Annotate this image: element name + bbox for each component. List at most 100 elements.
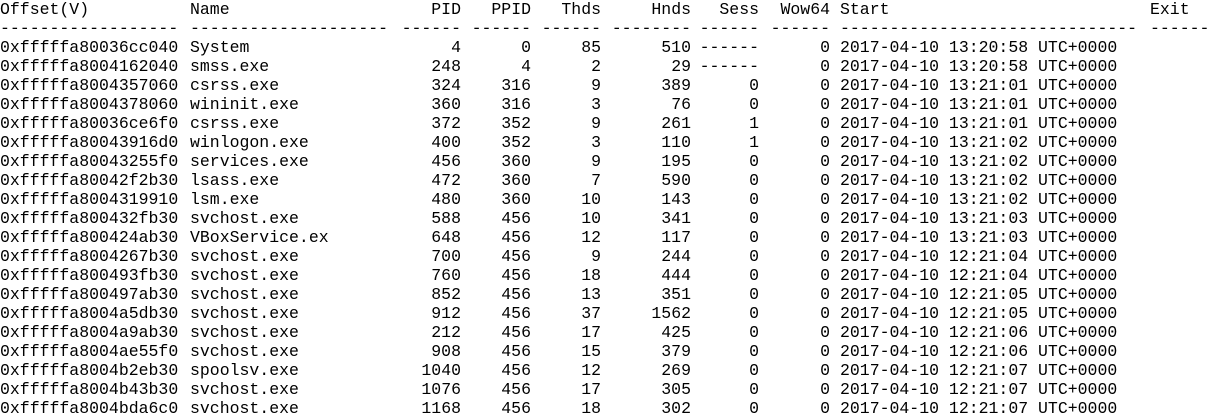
separator-start: ------------------------------: [840, 19, 1138, 38]
cell-offset: 0xfffffa800432fb30: [0, 209, 179, 228]
cell-wow64: 0: [820, 95, 830, 114]
cell-name: wininit.exe: [190, 95, 299, 114]
cell-offset: 0xfffffa8004319910: [0, 190, 179, 209]
cell-wow64: 0: [820, 380, 830, 399]
cell-pid: 4: [451, 38, 461, 57]
cell-ppid: 360: [501, 190, 531, 209]
cell-wow64: 0: [820, 399, 830, 417]
cell-pid: 360: [431, 95, 461, 114]
table-row: 0xfffffa8004378060 wininit.exe 360 316 3 76 0 0…: [0, 95, 1209, 114]
cell-thds: 10: [581, 209, 601, 228]
cell-ppid: 4: [521, 57, 531, 76]
cell-ppid: 456: [501, 304, 531, 323]
cell-start: 2017-04-10 13:20:58 UTC+0000: [840, 38, 1118, 57]
table-row: 0xfffffa8004b43b30 svchost.exe 1076 456 17 30…: [0, 380, 1209, 399]
cell-name: svchost.exe: [190, 399, 299, 417]
cell-ppid: 456: [501, 228, 531, 247]
cell-hnds: 379: [661, 342, 691, 361]
cell-ppid: 456: [501, 342, 531, 361]
cell-sess: 0: [749, 190, 759, 209]
cell-name: svchost.exe: [190, 285, 299, 304]
cell-hnds: 389: [661, 76, 691, 95]
header-pid: PID: [431, 0, 461, 19]
cell-name: svchost.exe: [190, 323, 299, 342]
cell-sess: 0: [749, 247, 759, 266]
table-header: Offset(V) Name PID PPID Thds Hnds Sess W…: [0, 0, 1209, 19]
table-row: 0xfffffa8004a5db30 svchost.exe 912 456 37 156…: [0, 304, 1209, 323]
cell-sess: 0: [749, 399, 759, 417]
cell-wow64: 0: [820, 190, 830, 209]
table-row: 0xfffffa8004b2eb30 spoolsv.exe 1040 456 12 26…: [0, 361, 1209, 380]
cell-thds: 15: [581, 342, 601, 361]
cell-thds: 9: [591, 76, 601, 95]
cell-start: 2017-04-10 13:21:01 UTC+0000: [840, 95, 1118, 114]
cell-thds: 12: [581, 228, 601, 247]
cell-pid: 456: [431, 152, 461, 171]
cell-ppid: 352: [501, 133, 531, 152]
cell-sess: 0: [749, 266, 759, 285]
separator-ppid: ------: [471, 19, 531, 38]
cell-wow64: 0: [820, 304, 830, 323]
cell-wow64: 0: [820, 323, 830, 342]
table-row: 0xfffffa8004357060 csrss.exe 324 316 9 389 0 0 2…: [0, 76, 1209, 95]
cell-pid: 1040: [421, 361, 461, 380]
cell-hnds: 351: [661, 285, 691, 304]
cell-pid: 700: [431, 247, 461, 266]
cell-ppid: 456: [501, 247, 531, 266]
cell-sess: 0: [749, 152, 759, 171]
cell-name: svchost.exe: [190, 247, 299, 266]
cell-pid: 248: [431, 57, 461, 76]
cell-ppid: 456: [501, 285, 531, 304]
cell-wow64: 0: [820, 38, 830, 57]
cell-start: 2017-04-10 13:21:02 UTC+0000: [840, 133, 1118, 152]
cell-thds: 37: [581, 304, 601, 323]
header-wow64: Wow64: [780, 0, 830, 19]
cell-thds: 18: [581, 399, 601, 417]
cell-wow64: 0: [820, 114, 830, 133]
cell-ppid: 316: [501, 95, 531, 114]
cell-start: 2017-04-10 12:21:07 UTC+0000: [840, 361, 1118, 380]
cell-hnds: 261: [661, 114, 691, 133]
cell-start: 2017-04-10 13:21:01 UTC+0000: [840, 114, 1118, 133]
header-ppid: PPID: [491, 0, 531, 19]
cell-pid: 648: [431, 228, 461, 247]
cell-offset: 0xfffffa8004ae55f0: [0, 342, 179, 361]
cell-name: System: [190, 38, 250, 57]
cell-offset: 0xfffffa8004378060: [0, 95, 179, 114]
cell-thds: 12: [581, 361, 601, 380]
cell-thds: 17: [581, 380, 601, 399]
cell-thds: 7: [591, 171, 601, 190]
cell-start: 2017-04-10 13:21:02 UTC+0000: [840, 152, 1118, 171]
table-row: 0xfffffa80043255f0 services.exe 456 360 9 195…: [0, 152, 1209, 171]
cell-start: 2017-04-10 13:21:02 UTC+0000: [840, 171, 1118, 190]
cell-pid: 588: [431, 209, 461, 228]
cell-start: 2017-04-10 12:21:04 UTC+0000: [840, 247, 1118, 266]
separator-sess: ------: [699, 19, 759, 38]
cell-wow64: 0: [820, 266, 830, 285]
table-row: 0xfffffa800424ab30 VBoxService.ex 648 456 12…: [0, 228, 1209, 247]
cell-offset: 0xfffffa8004b2eb30: [0, 361, 179, 380]
cell-hnds: 29: [671, 57, 691, 76]
cell-name: spoolsv.exe: [190, 361, 299, 380]
cell-wow64: 0: [820, 209, 830, 228]
cell-ppid: 456: [501, 380, 531, 399]
cell-start: 2017-04-10 12:21:05 UTC+0000: [840, 304, 1118, 323]
cell-hnds: 110: [661, 133, 691, 152]
cell-offset: 0xfffffa8004b43b30: [0, 380, 179, 399]
cell-wow64: 0: [820, 152, 830, 171]
cell-name: svchost.exe: [190, 209, 299, 228]
cell-name: svchost.exe: [190, 342, 299, 361]
cell-offset: 0xfffffa80042f2b30: [0, 171, 179, 190]
cell-start: 2017-04-10 13:21:03 UTC+0000: [840, 209, 1118, 228]
separator-exit: ------: [1150, 19, 1209, 38]
cell-thds: 3: [591, 133, 601, 152]
cell-start: 2017-04-10 12:21:05 UTC+0000: [840, 285, 1118, 304]
cell-offset: 0xfffffa8004a9ab30: [0, 323, 179, 342]
cell-offset: 0xfffffa800497ab30: [0, 285, 179, 304]
table-row: 0xfffffa800432fb30 svchost.exe 588 456 10 341…: [0, 209, 1209, 228]
cell-thds: 9: [591, 152, 601, 171]
header-sess: Sess: [719, 0, 759, 19]
cell-name: csrss.exe: [190, 76, 280, 95]
cell-thds: 17: [581, 323, 601, 342]
cell-pid: 852: [431, 285, 461, 304]
